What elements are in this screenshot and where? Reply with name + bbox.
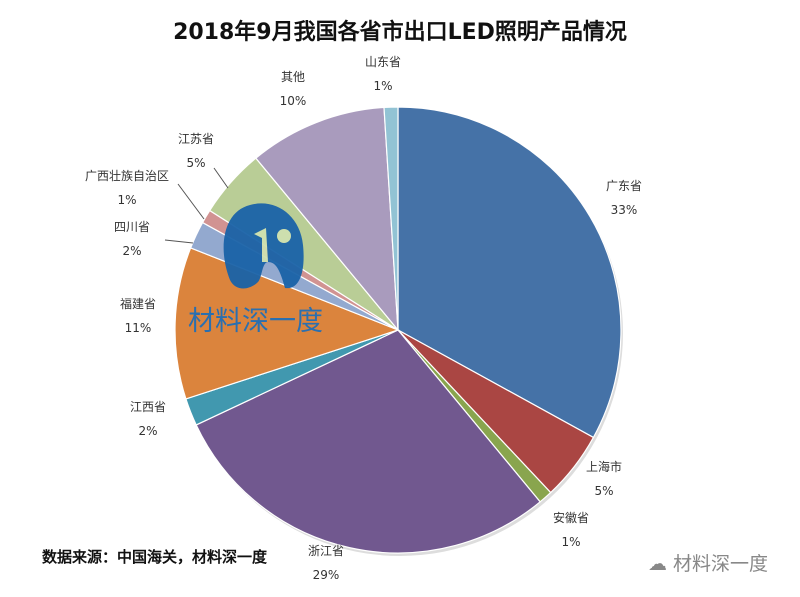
slice-percent-0: 33% — [611, 203, 638, 217]
leader-line-7 — [177, 183, 205, 220]
pie-slice-3 — [195, 329, 541, 554]
watermark-text: 材料深一度 — [188, 306, 323, 337]
slice-label-10: 山东省 — [365, 55, 401, 69]
slice-percent-3: 29% — [313, 568, 340, 582]
slice-percent-7: 1% — [117, 193, 136, 207]
slice-label-2: 安徽省 — [553, 510, 589, 525]
slice-label-1: 上海市 — [586, 459, 622, 474]
slice-percent-1: 5% — [594, 484, 613, 498]
data-source-note: 数据来源：中国海关，材料深一度 — [42, 548, 268, 566]
slice-percent-10: 1% — [373, 79, 392, 93]
pie-slice-9 — [255, 106, 399, 332]
corner-watermark-text: 材料深一度 — [673, 553, 769, 575]
leader-line-6 — [164, 239, 194, 244]
slice-percent-9: 10% — [280, 94, 307, 108]
pie-slice-10 — [383, 106, 399, 331]
slice-label-5: 福建省 — [120, 296, 156, 311]
slice-percent-2: 1% — [561, 535, 580, 549]
pie-slice-5 — [174, 247, 400, 400]
slice-label-4: 江西省 — [130, 400, 166, 414]
slice-label-7: 广西壮族自治区 — [85, 169, 169, 183]
slice-percent-4: 2% — [138, 424, 157, 438]
leader-line-8 — [213, 167, 229, 189]
chart-title: 2018年9月我国各省市出口LED照明产品情况 — [173, 20, 627, 45]
slice-percent-8: 5% — [186, 156, 205, 170]
pie-slice-0 — [397, 106, 622, 439]
slice-percent-5: 11% — [125, 321, 152, 335]
slice-label-8: 江苏省 — [178, 132, 214, 146]
slice-label-3: 浙江省 — [308, 544, 344, 558]
slice-label-6: 四川省 — [114, 220, 150, 234]
corner-watermark: ☁ 材料深一度 — [648, 549, 768, 576]
slice-label-0: 广东省 — [606, 179, 642, 193]
wechat-icon: ☁ — [648, 553, 674, 575]
slice-percent-6: 2% — [122, 244, 141, 258]
slice-label-9: 其他 — [281, 70, 305, 84]
watermark-logo-icon — [223, 203, 304, 289]
